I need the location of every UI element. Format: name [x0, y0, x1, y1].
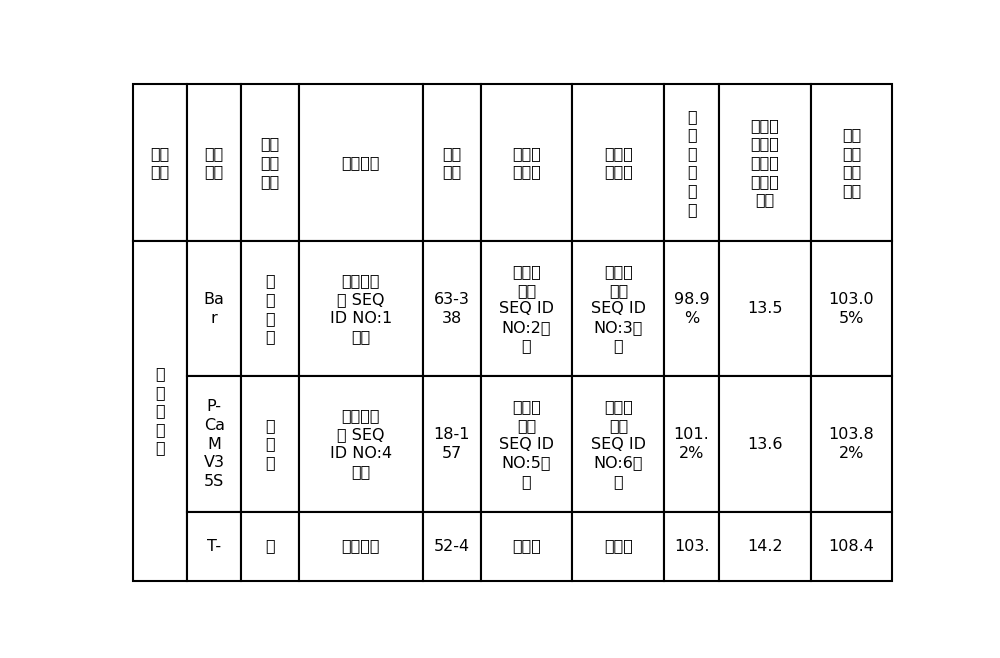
Bar	[241, 241, 299, 376]
Text: T-: T-	[207, 538, 221, 553]
Bar	[719, 241, 811, 376]
Text: 98.9
%: 98.9 %	[674, 292, 709, 326]
Bar	[572, 241, 664, 376]
Bar	[423, 241, 481, 376]
Bar	[423, 511, 481, 580]
Text: 如序列表
中 SEQ
ID NO:1
所示: 如序列表 中 SEQ ID NO:1 所示	[330, 274, 392, 344]
Bar	[811, 511, 892, 580]
Bar	[133, 84, 187, 241]
Text: 13.5: 13.5	[747, 301, 782, 316]
Bar	[241, 376, 299, 511]
Bar	[187, 511, 241, 580]
Text: 基因
名称: 基因 名称	[205, 146, 224, 180]
Text: Ba
r: Ba r	[204, 292, 225, 326]
Text: 如序列: 如序列	[604, 538, 633, 553]
Bar	[481, 376, 572, 511]
Bar	[481, 84, 572, 241]
Text: 如序列
表中
SEQ ID
NO:2所
示: 如序列 表中 SEQ ID NO:2所 示	[499, 264, 554, 353]
Text: 如序列
表中
SEQ ID
NO:6所
示: 如序列 表中 SEQ ID NO:6所 示	[591, 399, 646, 489]
Bar	[299, 241, 423, 376]
Text: 下游引
物序列: 下游引 物序列	[604, 146, 633, 180]
Bar	[719, 511, 811, 580]
Bar	[572, 511, 664, 580]
Text: 高通量
测序片
段的数
量（万
条）: 高通量 测序片 段的数 量（万 条）	[750, 118, 779, 207]
Text: 如序列: 如序列	[512, 538, 541, 553]
Bar	[664, 241, 719, 376]
Text: 转基
因成
分的
含量: 转基 因成 分的 含量	[842, 127, 861, 198]
Bar	[719, 376, 811, 511]
Bar	[811, 376, 892, 511]
Text: 103.0
5%: 103.0 5%	[829, 292, 874, 326]
Text: 103.: 103.	[674, 538, 709, 553]
Text: 基因
功能
描述: 基因 功能 描述	[261, 137, 280, 189]
Text: 基因序列: 基因序列	[342, 155, 380, 170]
Bar	[572, 376, 664, 511]
Bar	[481, 241, 572, 376]
Bar	[664, 376, 719, 511]
Bar	[811, 84, 892, 241]
Text: 终: 终	[265, 538, 275, 553]
Text: 如序列表
中 SEQ
ID NO:4
所示: 如序列表 中 SEQ ID NO:4 所示	[330, 409, 392, 480]
Bar	[811, 241, 892, 376]
Bar	[133, 241, 187, 580]
Text: 如序列
表中
SEQ ID
NO:5所
示: 如序列 表中 SEQ ID NO:5所 示	[499, 399, 554, 489]
Bar	[241, 84, 299, 241]
Text: 基因
类别: 基因 类别	[150, 146, 170, 180]
Text: 108.4: 108.4	[829, 538, 874, 553]
Text: 63-3
38: 63-3 38	[434, 292, 470, 326]
Bar	[572, 84, 664, 241]
Text: P-
Ca
M
V3
5S: P- Ca M V3 5S	[204, 399, 225, 489]
Bar	[423, 376, 481, 511]
Text: 101.
2%: 101. 2%	[674, 427, 709, 461]
Bar	[423, 84, 481, 241]
Bar	[187, 241, 241, 376]
Bar	[481, 511, 572, 580]
Text: 13.6: 13.6	[747, 436, 782, 451]
Text: 测试
区域: 测试 区域	[442, 146, 461, 180]
Bar	[719, 84, 811, 241]
Bar	[664, 84, 719, 241]
Text: 如序列
表中
SEQ ID
NO:3所
示: 如序列 表中 SEQ ID NO:3所 示	[591, 264, 646, 353]
Bar	[664, 511, 719, 580]
Text: 转
基
因
成
分: 转 基 因 成 分	[155, 367, 165, 455]
Bar	[299, 84, 423, 241]
Text: 18-1
57: 18-1 57	[433, 427, 470, 461]
Bar	[187, 84, 241, 241]
Text: 启
动
子: 启 动 子	[265, 418, 275, 470]
Bar	[299, 511, 423, 580]
Bar	[299, 376, 423, 511]
Bar	[187, 376, 241, 511]
Bar	[241, 511, 299, 580]
Text: 引
物
扩
增
效
率: 引 物 扩 增 效 率	[687, 109, 696, 216]
Text: 103.8
2%: 103.8 2%	[829, 427, 874, 461]
Text: 抗
除
草
剂: 抗 除 草 剂	[265, 274, 275, 344]
Text: 如序列表: 如序列表	[342, 538, 380, 553]
Text: 上游引
物序列: 上游引 物序列	[512, 146, 541, 180]
Text: 14.2: 14.2	[747, 538, 783, 553]
Text: 52-4: 52-4	[434, 538, 470, 553]
